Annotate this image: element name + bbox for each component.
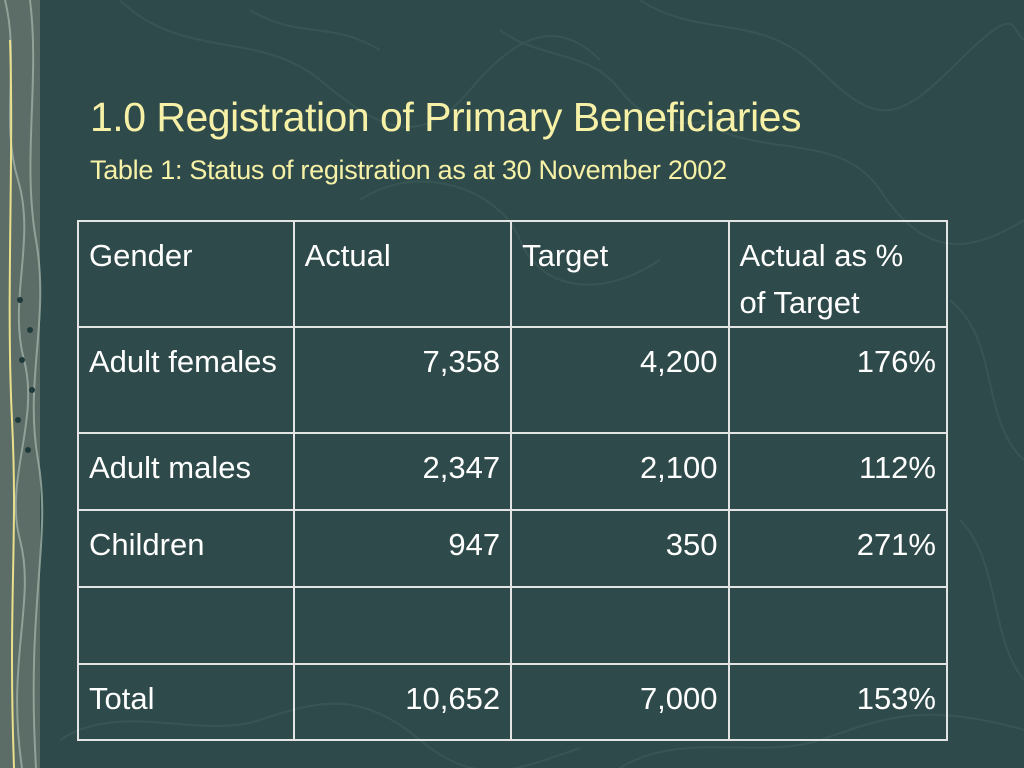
cell-target: 7,000 <box>510 663 730 741</box>
left-decorative-strip <box>0 0 58 768</box>
cell-target: 350 <box>510 509 730 588</box>
header-actual: Actual <box>292 220 513 328</box>
cell-pct: 153% <box>727 663 949 741</box>
cell-gender <box>77 586 295 665</box>
cell-pct: 112% <box>727 432 949 511</box>
table-row: Adult males 2,347 2,100 112% <box>77 432 949 511</box>
cell-pct: 176% <box>727 326 949 434</box>
slide-title: 1.0 Registration of Primary Beneficiarie… <box>90 94 801 140</box>
cell-actual <box>292 586 513 665</box>
cell-actual: 2,347 <box>292 432 513 511</box>
cell-target: 4,200 <box>510 326 730 434</box>
table-row: Children 947 350 271% <box>77 509 949 588</box>
cell-actual: 10,652 <box>292 663 513 741</box>
cell-actual: 7,358 <box>292 326 513 434</box>
slide-subtitle: Table 1: Status of registration as at 30… <box>90 155 727 185</box>
header-gender: Gender <box>77 220 295 328</box>
table-header-row: Gender Actual Target Actual as % of Targ… <box>77 220 949 328</box>
table-row-empty <box>77 586 949 665</box>
registration-table: Gender Actual Target Actual as % of Targ… <box>77 220 949 741</box>
cell-target: 2,100 <box>510 432 730 511</box>
cell-actual: 947 <box>292 509 513 588</box>
cell-target <box>510 586 730 665</box>
cell-pct <box>727 586 949 665</box>
cell-pct: 271% <box>727 509 949 588</box>
cell-gender: Adult males <box>77 432 295 511</box>
cell-gender: Total <box>77 663 295 741</box>
cell-gender: Children <box>77 509 295 588</box>
table-row: Adult females 7,358 4,200 176% <box>77 326 949 434</box>
table-total-row: Total 10,652 7,000 153% <box>77 663 949 741</box>
cell-gender: Adult females <box>77 326 295 434</box>
header-actual-pct: Actual as % of Target <box>727 220 949 328</box>
header-target: Target <box>510 220 730 328</box>
